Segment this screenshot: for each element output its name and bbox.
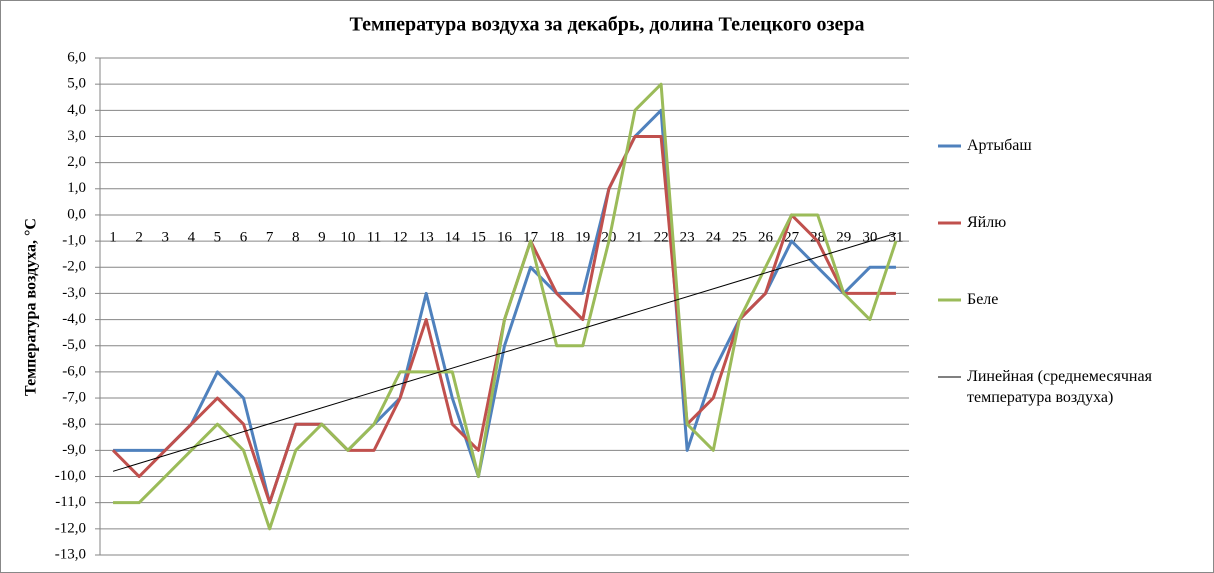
trend-line (112, 232, 897, 472)
y-tick-label: 5,0 (67, 76, 86, 92)
series-line (113, 108, 896, 505)
x-tick-label: 4 (188, 229, 196, 245)
x-tick-label: 1 (109, 229, 117, 245)
y-tick-label: -2,0 (62, 259, 86, 275)
x-tick-label: 27 (784, 229, 800, 245)
x-tick-label: 15 (471, 229, 486, 245)
legend-label: Артыбаш (967, 137, 1032, 154)
y-tick-label: -11,0 (55, 494, 86, 510)
y-tick-label: 0,0 (67, 206, 86, 222)
y-tick-label: 2,0 (67, 154, 86, 170)
y-tick-label: 4,0 (67, 102, 86, 118)
x-tick-label: 26 (758, 229, 774, 245)
chart-title: Температура воздуха за декабрь, долина Т… (350, 14, 865, 36)
y-tick-label: -6,0 (62, 363, 86, 379)
y-tick-label: 3,0 (67, 128, 86, 144)
y-tick-label: -13,0 (55, 546, 86, 562)
x-tick-label: 31 (888, 229, 903, 245)
x-tick-label: 23 (680, 229, 695, 245)
x-tick-label: 6 (240, 229, 248, 245)
y-tick-label: 1,0 (67, 180, 86, 196)
y-tick-label: -12,0 (55, 520, 86, 536)
x-tick-label: 10 (340, 229, 355, 245)
x-tick-label: 14 (445, 229, 461, 245)
x-tick-label: 28 (810, 229, 825, 245)
x-tick-label: 29 (836, 229, 851, 245)
x-tick-label: 3 (161, 229, 169, 245)
y-tick-label: -5,0 (62, 337, 86, 353)
x-tick-label: 11 (367, 229, 381, 245)
x-tick-label: 21 (627, 229, 642, 245)
y-tick-label: 6,0 (67, 49, 86, 65)
y-tick-label: -4,0 (62, 311, 86, 327)
x-tick-label: 22 (654, 229, 669, 245)
series-line (113, 82, 898, 531)
y-tick-label: -3,0 (62, 285, 86, 301)
y-tick-label: -8,0 (62, 416, 86, 432)
y-tick-label: -10,0 (55, 468, 86, 484)
x-tick-label: 2 (135, 229, 143, 245)
legend-label: Беле (967, 291, 999, 308)
x-tick-label: 8 (292, 229, 300, 245)
x-tick-label: 13 (419, 229, 434, 245)
y-tick-label: -9,0 (62, 442, 86, 458)
legend-label: Яйлю (967, 214, 1007, 231)
legend-label: Линейная (среднемесячная температура воз… (967, 368, 1152, 406)
x-tick-label: 30 (862, 229, 877, 245)
x-tick-label: 18 (549, 229, 564, 245)
y-axis-label: Температура воздуха, °С (23, 218, 40, 396)
x-tick-label: 16 (497, 229, 513, 245)
x-tick-label: 9 (318, 229, 326, 245)
x-tick-label: 17 (523, 229, 539, 245)
x-tick-label: 7 (266, 229, 274, 245)
y-tick-label: -7,0 (62, 389, 86, 405)
x-tick-label: 24 (706, 229, 722, 245)
x-tick-label: 19 (575, 229, 590, 245)
y-tick-label: -1,0 (62, 233, 86, 249)
x-tick-label: 12 (393, 229, 408, 245)
x-tick-label: 5 (214, 229, 222, 245)
x-tick-label: 25 (732, 229, 747, 245)
